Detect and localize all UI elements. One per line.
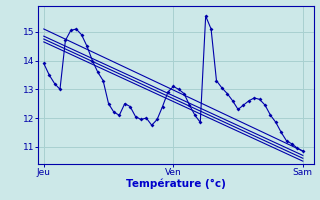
X-axis label: Température (°c): Température (°c)	[126, 179, 226, 189]
